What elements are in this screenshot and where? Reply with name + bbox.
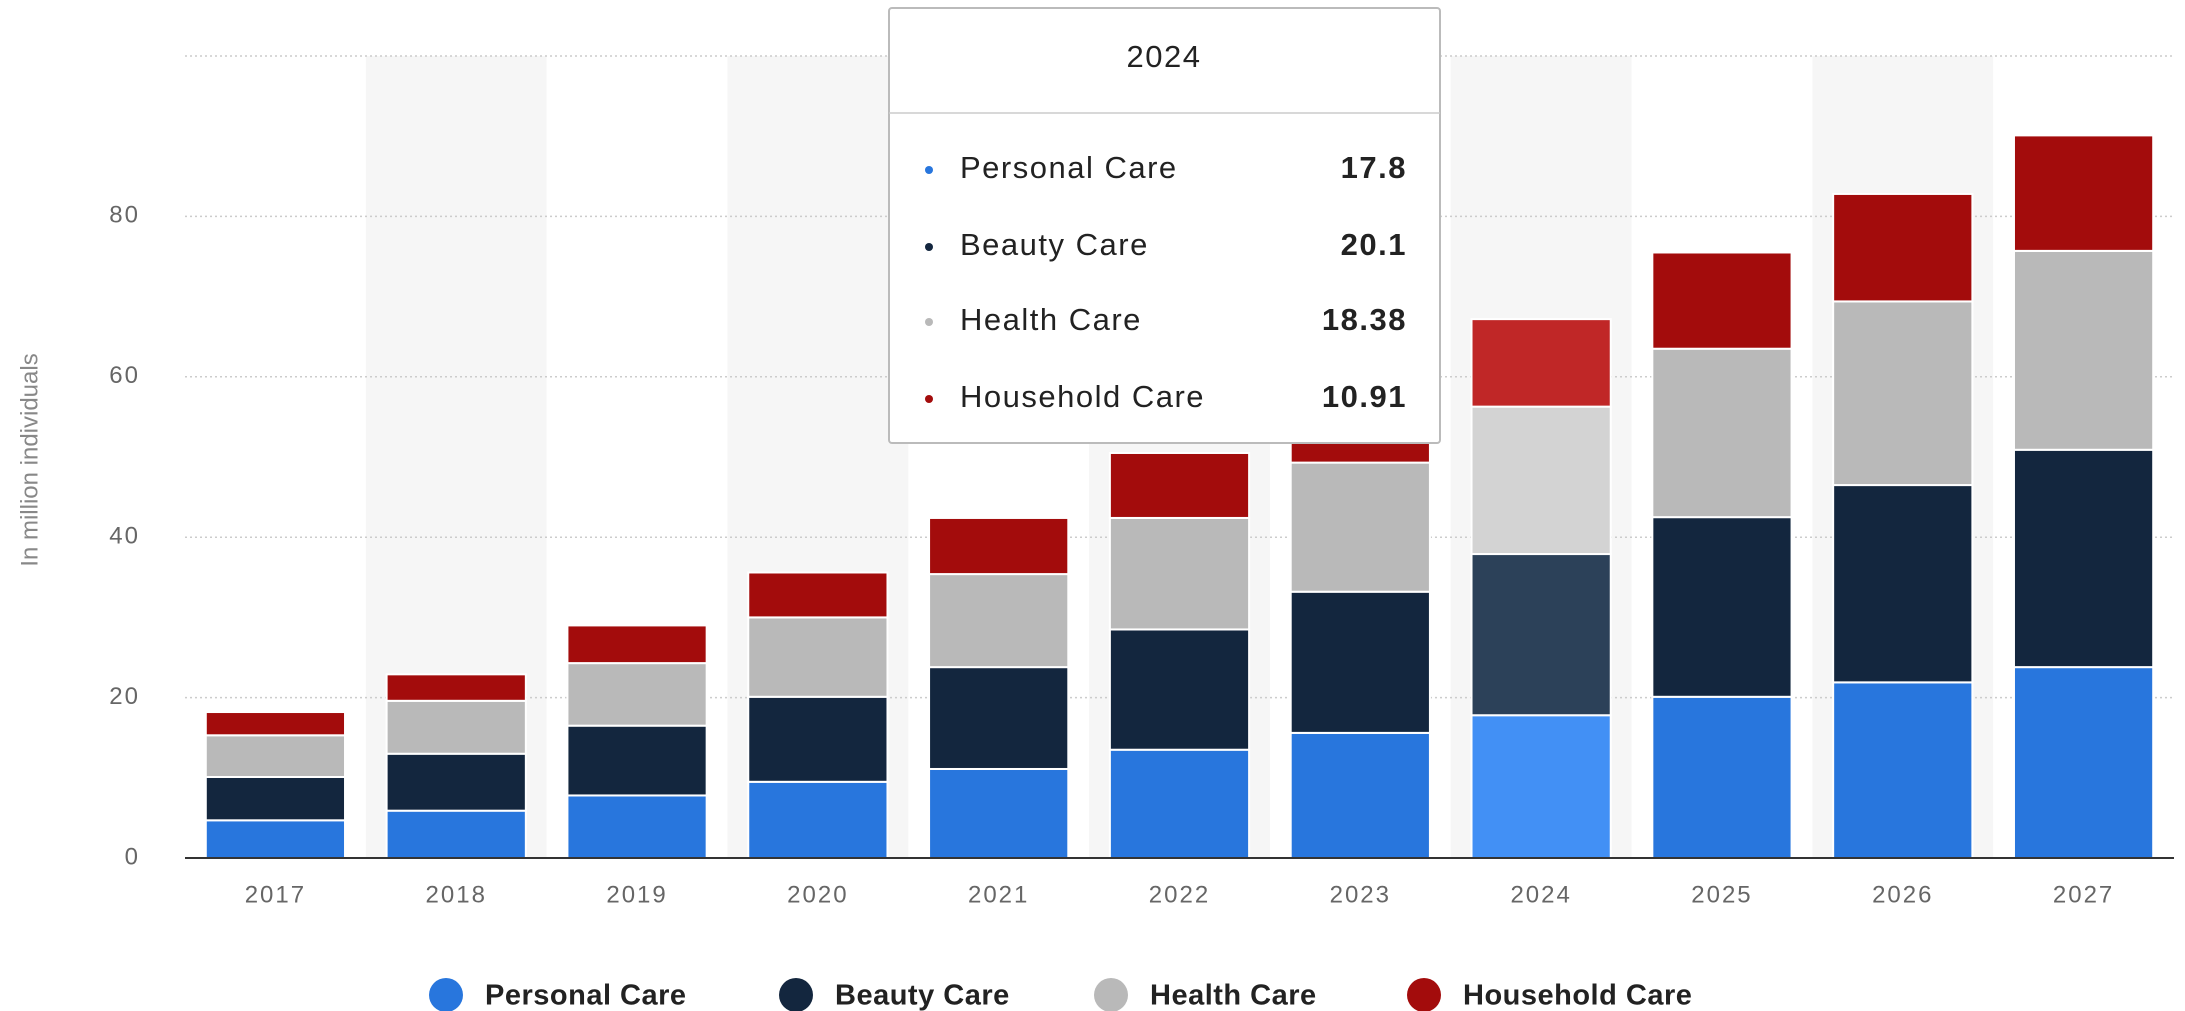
bar-segment — [1108, 748, 1251, 859]
tooltip-name: Health Care — [960, 302, 1142, 337]
tooltip-name: Personal Care — [960, 150, 1178, 185]
bar-segment — [928, 767, 1070, 860]
y-tick-label: 20 — [109, 683, 140, 710]
bar-segment — [928, 666, 1070, 770]
bar-segment — [2012, 134, 2155, 252]
bar-segment — [1832, 484, 1974, 684]
bar-segment — [1289, 590, 1431, 734]
y-tick-label: 60 — [109, 362, 140, 389]
bar-segment — [747, 616, 889, 698]
bar-segment — [1651, 251, 1793, 350]
bar-segment — [385, 809, 527, 860]
y-tick-label: 80 — [109, 202, 140, 229]
x-tick-label: 2027 — [2053, 881, 2114, 908]
tooltip-dot — [925, 166, 933, 174]
x-tick-label: 2018 — [426, 881, 487, 908]
x-tick-label: 2025 — [1691, 881, 1752, 908]
bar-segment — [747, 780, 889, 859]
bar-segment — [1651, 695, 1793, 859]
tooltip-dot — [925, 318, 933, 326]
x-tick-label: 2021 — [968, 881, 1029, 908]
bar-segment — [747, 571, 889, 619]
bar-segment — [2012, 448, 2155, 669]
bar-segment — [928, 516, 1070, 576]
bar-segment — [1832, 300, 1974, 487]
bar-segment — [747, 695, 889, 783]
tooltip-name: Beauty Care — [960, 227, 1149, 262]
bar-segment — [566, 794, 708, 859]
bar-segment — [1289, 731, 1431, 859]
x-tick-label: 2019 — [606, 881, 667, 908]
tooltip-dot — [925, 395, 933, 403]
bar-segment — [566, 724, 708, 797]
bar-segment — [204, 734, 347, 778]
legend-swatch — [779, 978, 813, 1011]
x-tick-label: 2026 — [1872, 881, 1933, 908]
legend-label: Beauty Care — [835, 980, 1010, 1011]
tooltip-value: 10.91 — [1322, 379, 1407, 414]
x-tick-label: 2022 — [1149, 881, 1210, 908]
x-tick-label: 2024 — [1510, 881, 1571, 908]
x-tick-label: 2023 — [1330, 881, 1391, 908]
bar-segment — [1470, 405, 1612, 556]
legend-label: Health Care — [1150, 980, 1317, 1011]
bar-segment — [204, 711, 347, 737]
bar-segment — [1470, 553, 1612, 717]
y-axis-label: In million individuals — [16, 353, 43, 566]
tooltip-title: 2024 — [1127, 39, 1202, 74]
bar-segment — [2012, 249, 2155, 451]
tooltip: 2024 Personal Care 17.8 Beauty Care 20.1 Heal… — [888, 7, 1441, 444]
bar-segment — [1832, 192, 1974, 303]
bar-segment — [1108, 628, 1251, 751]
bar-segment — [1651, 516, 1793, 698]
tooltip-value: 20.1 — [1341, 227, 1407, 262]
legend-label: Household Care — [1463, 980, 1692, 1011]
tooltip-name: Household Care — [960, 379, 1205, 414]
x-tick-label: 2020 — [787, 881, 848, 908]
bar-segment — [1470, 714, 1612, 860]
legend-swatch — [1094, 978, 1128, 1011]
legend-label: Personal Care — [485, 980, 687, 1011]
legend-swatch — [429, 978, 463, 1011]
bar-segment — [1470, 318, 1612, 408]
bar-segment — [385, 699, 527, 755]
tooltip-value: 18.38 — [1322, 302, 1407, 337]
bar-segment — [2012, 666, 2155, 860]
bar-segment — [204, 819, 347, 860]
bar-segment — [566, 624, 708, 665]
bar-segment — [1108, 516, 1251, 631]
y-tick-label: 40 — [109, 523, 140, 550]
bar-segment — [1832, 681, 1974, 859]
bar-segment — [1651, 347, 1793, 519]
y-tick-label: 0 — [125, 843, 140, 870]
bar-segment — [566, 662, 708, 727]
tooltip-value: 17.8 — [1341, 150, 1407, 185]
bar-segment — [1108, 451, 1251, 519]
bar-segment — [385, 752, 527, 812]
bar-segment — [385, 673, 527, 702]
tooltip-box — [888, 7, 1441, 444]
x-tick-label: 2017 — [245, 881, 306, 908]
tooltip-dot — [925, 243, 933, 251]
legend-swatch — [1407, 978, 1441, 1011]
bar-segment — [204, 775, 347, 822]
bar-segment — [1289, 461, 1431, 593]
bar-segment — [928, 573, 1070, 669]
